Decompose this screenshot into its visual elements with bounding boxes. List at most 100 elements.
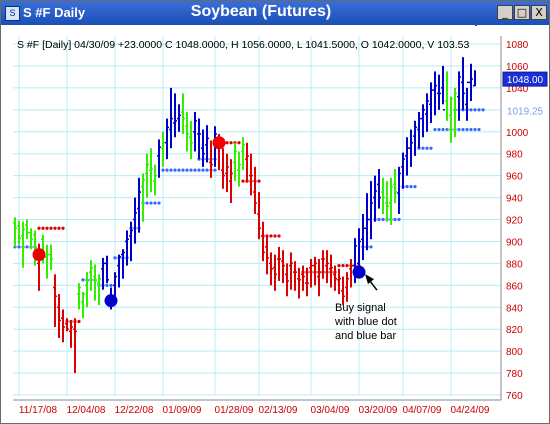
stop-dot bbox=[169, 168, 173, 172]
stop-dot bbox=[465, 127, 469, 132]
title-bar[interactable]: S S #F Daily Soybean (Futures) _ □ X bbox=[1, 1, 549, 25]
chart-app-icon[interactable]: S bbox=[5, 6, 20, 21]
info-line: S #F [Daily] 04/30/09 +23.0000 C 1048.00… bbox=[17, 39, 469, 51]
y-tick-label: 1060 bbox=[506, 62, 529, 73]
stop-dot bbox=[197, 168, 201, 172]
annotation-text: and blue bar bbox=[335, 330, 396, 342]
stop-dot bbox=[37, 226, 41, 230]
grid-lines bbox=[13, 36, 502, 401]
x-tick-label: 12/04/08 bbox=[67, 405, 106, 416]
price-tag-box bbox=[502, 71, 548, 87]
annotation-text: Buy signal bbox=[335, 302, 386, 314]
stop-dot bbox=[405, 184, 409, 189]
y-tick-label: 880 bbox=[506, 259, 523, 270]
x-tick-label: 12/22/08 bbox=[115, 405, 154, 416]
stop-dot bbox=[49, 226, 53, 230]
stop-dot bbox=[341, 263, 345, 268]
stop-dot bbox=[57, 226, 61, 230]
stop-dot bbox=[393, 217, 397, 222]
stop-dot bbox=[145, 201, 149, 205]
annotation-arrow-head bbox=[365, 274, 374, 285]
stop-dot bbox=[109, 283, 113, 287]
stop-dot bbox=[41, 226, 45, 230]
stop-dot bbox=[469, 108, 473, 112]
y-tick-label: 1040 bbox=[506, 84, 529, 95]
stop-dot bbox=[153, 201, 157, 205]
stop-dot bbox=[61, 226, 65, 230]
stop-dot bbox=[185, 168, 189, 172]
stop-dot bbox=[433, 127, 437, 132]
y-tick-label: 840 bbox=[506, 303, 523, 314]
y-tick-label: 1000 bbox=[506, 128, 529, 139]
stop-dot bbox=[377, 217, 381, 222]
stop-dot bbox=[201, 168, 205, 172]
y-tick-label: 860 bbox=[506, 281, 523, 292]
stop-dot bbox=[45, 226, 49, 230]
stop-dot bbox=[409, 184, 413, 189]
y-tick-label: 780 bbox=[506, 369, 523, 380]
stop-dot bbox=[397, 217, 401, 222]
y-tick-label: 920 bbox=[506, 216, 523, 227]
stop-dot bbox=[337, 263, 341, 268]
stop-dot bbox=[273, 234, 277, 238]
stop-dot bbox=[165, 168, 169, 172]
stop-dot bbox=[461, 127, 465, 132]
stop-dot bbox=[161, 168, 165, 172]
stop-dot bbox=[229, 141, 233, 145]
stop-dot bbox=[105, 283, 109, 287]
stop-dot bbox=[277, 234, 281, 238]
price-chart[interactable]: 760 780 800 820 840 860 880 900 920 940 960 980 1000… bbox=[1, 25, 549, 423]
signal-dots bbox=[32, 136, 366, 308]
price-tags: 1048.00 1019.25 bbox=[502, 71, 548, 119]
y-axis: 760 780 800 820 840 860 880 900 920 940 960 980 1000… bbox=[506, 40, 529, 402]
x-tick-label: 11/17/08 bbox=[19, 405, 58, 416]
stop-dot bbox=[269, 234, 273, 238]
stop-dot bbox=[205, 168, 209, 172]
price-bars bbox=[13, 25, 477, 374]
stop-dot bbox=[81, 278, 85, 282]
stop-dot bbox=[437, 127, 441, 132]
stop-dot bbox=[369, 245, 373, 249]
stop-dot bbox=[25, 245, 29, 249]
x-axis: 11/17/08 12/04/08 12/22/08 01/09/09 01/28/09… bbox=[19, 405, 490, 416]
y-tick-label: 940 bbox=[506, 194, 523, 205]
chart-background bbox=[1, 25, 549, 423]
y-tick-label: 900 bbox=[506, 237, 523, 248]
maximize-button[interactable]: □ bbox=[514, 5, 530, 20]
stop-dot bbox=[181, 168, 185, 172]
y-tick-label: 820 bbox=[506, 325, 523, 336]
x-tick-label: 04/24/09 bbox=[451, 405, 490, 416]
minimize-button[interactable]: _ bbox=[497, 5, 513, 20]
stop-dot bbox=[421, 146, 425, 150]
stop-dot bbox=[77, 319, 81, 324]
y-tick-label: 1080 bbox=[506, 40, 529, 51]
stop-dot bbox=[425, 146, 429, 150]
price-tag-box bbox=[502, 103, 548, 119]
price-tag-label: 1019.25 bbox=[507, 107, 544, 118]
stop-dot bbox=[173, 168, 177, 172]
stop-dot bbox=[189, 168, 193, 172]
y-tick-label: 760 bbox=[506, 391, 523, 402]
stop-dot bbox=[441, 127, 445, 132]
sell-signal-dot bbox=[32, 248, 46, 262]
x-tick-label: 03/20/09 bbox=[359, 405, 398, 416]
buy-signal-dot bbox=[352, 265, 366, 279]
x-tick-label: 03/04/09 bbox=[311, 405, 350, 416]
x-tick-label: 01/09/09 bbox=[163, 405, 202, 416]
stop-dot bbox=[473, 108, 477, 112]
stop-dot bbox=[149, 201, 153, 205]
y-tick-label: 800 bbox=[506, 347, 523, 358]
y-tick-label: 980 bbox=[506, 150, 523, 161]
stop-dot bbox=[477, 108, 481, 112]
stop-dot bbox=[53, 226, 57, 230]
stop-dot bbox=[481, 108, 485, 112]
y-tick-label: 960 bbox=[506, 172, 523, 183]
chart-title: Soybean (Futures) bbox=[190, 3, 332, 20]
close-button[interactable]: X bbox=[531, 5, 547, 20]
stop-dot bbox=[113, 256, 117, 260]
sell-signal-dot bbox=[212, 136, 226, 150]
x-tick-label: 01/28/09 bbox=[215, 405, 254, 416]
x-tick-label: 04/07/09 bbox=[403, 405, 442, 416]
stop-dot bbox=[473, 127, 477, 132]
